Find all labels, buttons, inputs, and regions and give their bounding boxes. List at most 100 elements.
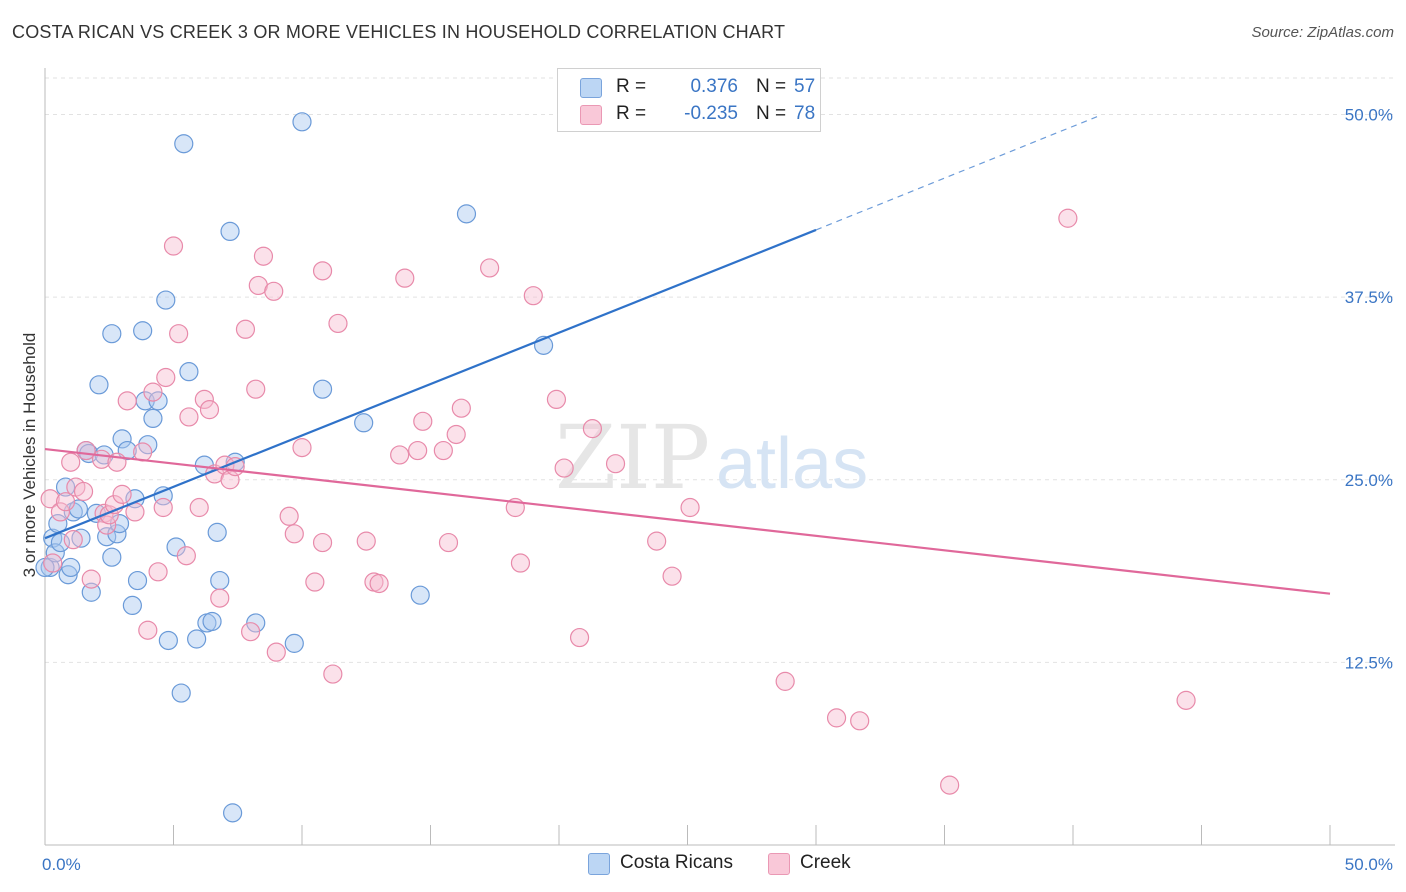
data-point-creek [199, 400, 220, 420]
data-point-costa-ricans [410, 585, 430, 605]
data-point-creek [194, 389, 214, 410]
data-point-creek [605, 454, 626, 474]
data-point-creek [73, 481, 94, 502]
data-point-creek [480, 258, 500, 278]
legend-n-label: N = [756, 76, 787, 97]
data-point-creek [523, 286, 543, 306]
data-point-creek [176, 546, 196, 566]
data-point-creek [153, 497, 173, 518]
data-point-creek [163, 236, 184, 256]
trend-line-costa-ricans-extension [815, 115, 1099, 231]
data-point-creek [546, 389, 567, 410]
data-point-creek [433, 440, 453, 461]
data-point-costa-ricans [210, 570, 230, 591]
trend-line-creek [44, 447, 1331, 595]
data-point-creek [55, 492, 76, 512]
data-point-costa-ricans [202, 611, 222, 632]
data-point-costa-ricans [127, 570, 148, 591]
data-point-creek [179, 407, 199, 427]
data-point-costa-ricans [179, 362, 199, 382]
data-point-creek [43, 553, 63, 573]
data-point-creek [413, 411, 433, 431]
watermark: ZIP atlas [555, 406, 868, 509]
data-point-creek [246, 379, 266, 399]
data-point-creek [117, 391, 137, 411]
data-point-creek [169, 324, 189, 344]
data-point-creek [510, 553, 531, 573]
data-point-creek [647, 531, 667, 551]
data-point-creek [266, 642, 286, 662]
legend-n-label: N = [756, 103, 787, 124]
data-point-creek [582, 419, 603, 439]
x-tick-label: 50.0% [1345, 855, 1393, 874]
data-point-creek [850, 711, 870, 731]
data-point-creek [1176, 690, 1196, 710]
series-costa-ricans [35, 112, 554, 823]
data-point-costa-ricans [133, 321, 153, 341]
data-point-creek [662, 566, 682, 586]
data-point-creek [446, 424, 466, 445]
data-point-costa-ricans [292, 112, 312, 132]
watermark-atlas: atlas [716, 424, 868, 504]
legend-n-value: 78 [794, 103, 816, 124]
data-point-creek [680, 497, 700, 518]
data-point-creek [50, 502, 71, 522]
legend-swatch-blue [580, 78, 602, 98]
data-point-costa-ricans [207, 522, 227, 542]
legend-swatch-pink [580, 105, 602, 125]
bottom-legend-label: Costa Ricans [620, 852, 733, 873]
legend-r-value: 0.376 [690, 76, 738, 97]
data-point-creek [395, 268, 415, 288]
data-point-costa-ricans [112, 429, 132, 449]
bottom-legend-label: Creek [800, 852, 851, 873]
data-point-creek [81, 569, 101, 589]
data-point-creek [826, 708, 847, 728]
data-point-creek [156, 367, 176, 388]
watermark-zip: ZIP [555, 406, 710, 509]
legend-n-value: 57 [794, 76, 816, 97]
data-point-costa-ricans [456, 204, 477, 224]
data-point-creek [284, 524, 304, 544]
data-point-creek [438, 532, 459, 553]
data-point-creek [305, 572, 325, 592]
data-point-costa-ricans [312, 379, 333, 399]
data-point-creek [292, 438, 312, 458]
data-point-creek [264, 281, 284, 301]
data-point-costa-ricans [102, 324, 122, 344]
tick-labels: 12.5% 25.0% 37.5% 50.0% 0.0% 50.0% [42, 106, 1393, 874]
data-point-creek [390, 445, 410, 465]
data-point-creek [253, 246, 274, 266]
data-point-costa-ricans [187, 629, 207, 649]
data-point-costa-ricans [122, 595, 142, 616]
data-point-costa-ricans [171, 683, 191, 703]
data-point-creek [554, 458, 574, 478]
data-point-creek [279, 506, 299, 526]
data-point-costa-ricans [354, 413, 374, 433]
legend: R = 0.376 N = 57 R = -0.235 N = 78 [557, 68, 821, 132]
data-point-creek [148, 562, 168, 582]
data-point-creek [235, 319, 256, 339]
data-point-creek [328, 313, 348, 334]
data-point-creek [210, 588, 230, 608]
data-point-creek [143, 382, 163, 402]
bottom-legend-swatch-blue [588, 853, 610, 875]
data-point-costa-ricans [55, 477, 76, 497]
data-point-creek [569, 627, 590, 648]
data-point-costa-ricans [284, 633, 304, 653]
data-point-costa-ricans [143, 408, 163, 429]
y-tick-label: 50.0% [1345, 106, 1393, 125]
y-tick-label: 25.0% [1345, 471, 1393, 490]
data-point-costa-ricans [89, 375, 109, 395]
bottom-legend-swatch-pink [768, 853, 790, 875]
data-point-creek [1058, 208, 1078, 228]
data-point-creek [312, 261, 333, 281]
data-point-creek [356, 531, 376, 551]
source-label: Source: ZipAtlas.com [1251, 24, 1394, 41]
data-point-costa-ricans [71, 528, 91, 548]
trend-lines [44, 115, 1331, 595]
legend-r-value: -0.235 [684, 103, 738, 124]
data-point-creek [408, 440, 428, 461]
data-point-costa-ricans [158, 630, 178, 651]
data-point-costa-ricans [102, 547, 122, 567]
